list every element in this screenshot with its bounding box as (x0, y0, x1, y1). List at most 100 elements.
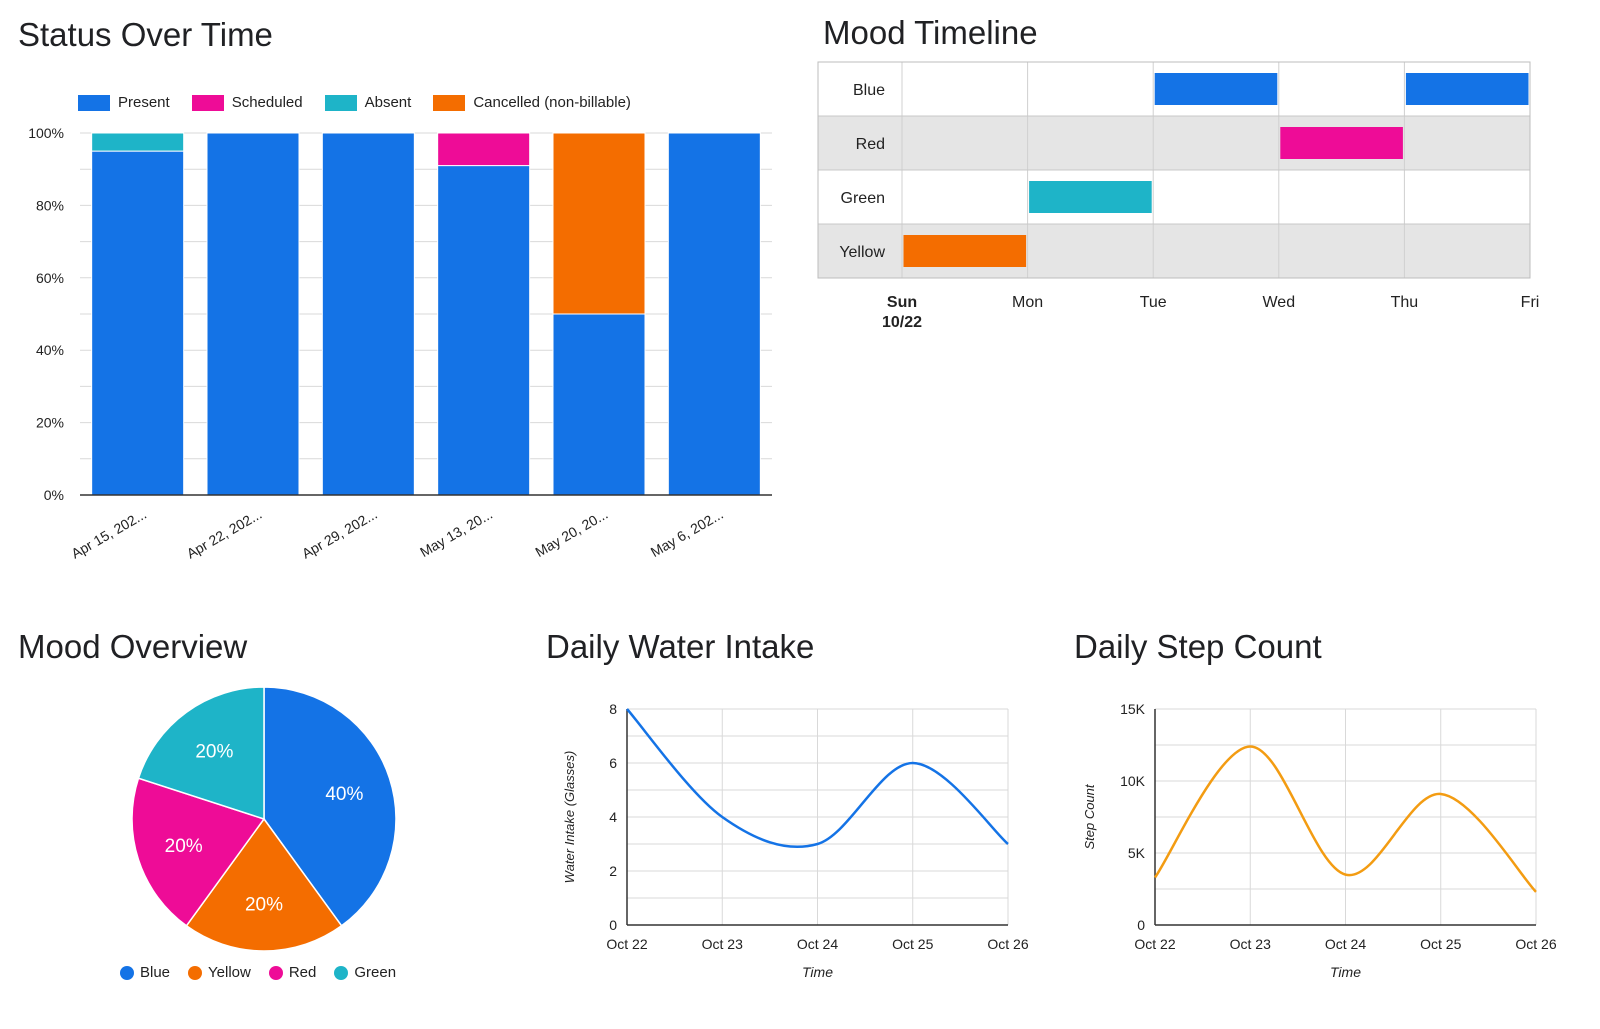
bar-segment (321, 132, 415, 496)
legend-swatch (324, 94, 357, 111)
legend-label: Blue (140, 964, 171, 981)
bar-segment (91, 150, 185, 496)
timeline-bar (1154, 73, 1278, 105)
legend-swatch (268, 965, 283, 980)
x-tick-label: May 20, 20... (532, 506, 610, 560)
y-tick-label: 0 (609, 917, 617, 933)
bar-segment (437, 132, 531, 167)
y-tick-label: 6 (609, 755, 617, 771)
bar-segment (552, 313, 646, 496)
timeline-x-tick-date: 10/22 (882, 314, 922, 331)
steps-chart-title: Daily Step Count (1074, 628, 1322, 665)
x-tick-label: Oct 26 (1515, 936, 1556, 952)
pie-slice-label: 20% (245, 894, 283, 915)
pie-slice (131, 777, 266, 927)
x-tick-label: Oct 23 (1230, 936, 1271, 952)
timeline-bar (1280, 127, 1403, 159)
x-tick-label: Oct 24 (1325, 936, 1366, 952)
y-tick-label: 0 (1137, 917, 1145, 933)
legend-item: Scheduled (191, 94, 303, 111)
timeline-chart-title: Mood Timeline (823, 14, 1038, 51)
pie-slice (263, 686, 397, 927)
legend-label: Cancelled (non-billable) (473, 94, 631, 111)
pie-slice-label: 20% (195, 742, 233, 763)
x-axis-title: Time (1330, 964, 1361, 980)
legend-label: Present (118, 94, 170, 111)
bar-segment (206, 132, 300, 496)
daily-step-count-chart: 0 5K 10K 15K Oct 22 Oct 23 Oct 24 Oct 25 Oct 26 T… (1082, 701, 1557, 980)
legend-label: Red (288, 964, 317, 981)
legend-item: Absent (324, 94, 412, 111)
y-axis-title: Water Intake (Glasses) (562, 751, 577, 884)
legend-swatch (78, 94, 110, 111)
timeline-row-label: Green (841, 190, 885, 207)
water-chart-title: Daily Water Intake (546, 628, 815, 665)
y-tick-label: 80% (36, 197, 64, 213)
y-tick-label: 0% (44, 487, 64, 503)
timeline-x-tick-label: Tue (1140, 294, 1167, 311)
pie-slice-label: 40% (325, 784, 363, 805)
x-tick-label: Oct 22 (606, 936, 647, 952)
legend-item: Yellow (188, 964, 251, 981)
legend-label: Yellow (208, 964, 251, 981)
x-tick-label: Oct 26 (987, 936, 1028, 952)
x-tick-label: Apr 22, 202... (184, 506, 265, 562)
legend-swatch (188, 965, 203, 980)
x-tick-label: Apr 29, 202... (299, 506, 380, 562)
x-tick-label: Oct 25 (892, 936, 933, 952)
legend-item: Present (78, 94, 170, 111)
bar-segment (552, 132, 646, 315)
timeline-row-label: Blue (853, 82, 885, 99)
bar-segment (91, 132, 185, 152)
timeline-x-tick-label: Thu (1391, 294, 1419, 311)
y-tick-label: 60% (36, 270, 64, 286)
legend-label: Scheduled (231, 94, 303, 111)
timeline-row-label: Yellow (839, 244, 885, 261)
x-tick-label: May 6, 202... (648, 506, 726, 560)
timeline-row-band (818, 170, 1530, 224)
legend-swatch (120, 965, 134, 980)
timeline-row-band (818, 116, 1530, 170)
x-tick-label: May 13, 20... (417, 506, 495, 560)
pie-chart-title: Mood Overview (18, 628, 248, 665)
legend-item: Blue (120, 964, 170, 981)
pie-slice-label: 20% (165, 836, 203, 857)
timeline-x-tick-label: Mon (1012, 294, 1043, 311)
timeline-x-tick-day: Sun (887, 294, 917, 311)
x-tick-label: Oct 22 (1134, 936, 1175, 952)
timeline-bar (903, 235, 1027, 267)
timeline-bar (1029, 181, 1152, 213)
x-tick-label: Oct 24 (797, 936, 838, 952)
timeline-x-tick-label: Wed (1262, 294, 1295, 311)
pie-chart-legend: Blue Yellow Red Green (120, 964, 414, 981)
y-axis-title: Step Count (1082, 783, 1097, 849)
pie-slice (185, 817, 343, 952)
legend-item: Red (268, 964, 317, 981)
x-axis-title: Time (802, 964, 833, 980)
legend-label: Absent (364, 94, 412, 111)
timeline-frame (817, 61, 1531, 279)
series-line (626, 708, 1009, 849)
status-chart-title: Status Over Time (18, 16, 273, 53)
y-tick-label: 4 (609, 809, 617, 825)
legend-swatch (191, 94, 224, 111)
legend-label: Green (354, 964, 397, 981)
y-tick-label: 8 (609, 701, 617, 717)
timeline-x-tick-label: Fri (1521, 294, 1540, 311)
legend-item: Green (334, 964, 396, 981)
x-tick-label: Oct 25 (1420, 936, 1461, 952)
mood-timeline-chart: Blue Red Green Yellow Sun 10/22 Mon Tue Wed Thu Fr… (817, 61, 1540, 331)
y-tick-label: 10K (1120, 773, 1146, 789)
mood-overview-chart: 40% 20% 20% 20% (131, 686, 397, 952)
legend-swatch (334, 965, 349, 980)
y-tick-label: 40% (36, 342, 64, 358)
pie-slice (137, 686, 265, 821)
bar-segment (667, 132, 761, 496)
status-over-time-chart: 0% 20% 40% 60% 80% 100% Apr 15, 202... Apr 22, … (28, 125, 772, 562)
daily-water-intake-chart: 0 2 4 6 8 Oct 22 Oct 23 Oct 24 Oct 25 Oct 26 Time W… (562, 701, 1029, 980)
y-tick-label: 5K (1128, 845, 1146, 861)
y-tick-label: 2 (609, 863, 617, 879)
x-tick-label: Oct 23 (702, 936, 743, 952)
timeline-bar (1405, 73, 1529, 105)
x-tick-label: Apr 15, 202... (68, 506, 149, 562)
